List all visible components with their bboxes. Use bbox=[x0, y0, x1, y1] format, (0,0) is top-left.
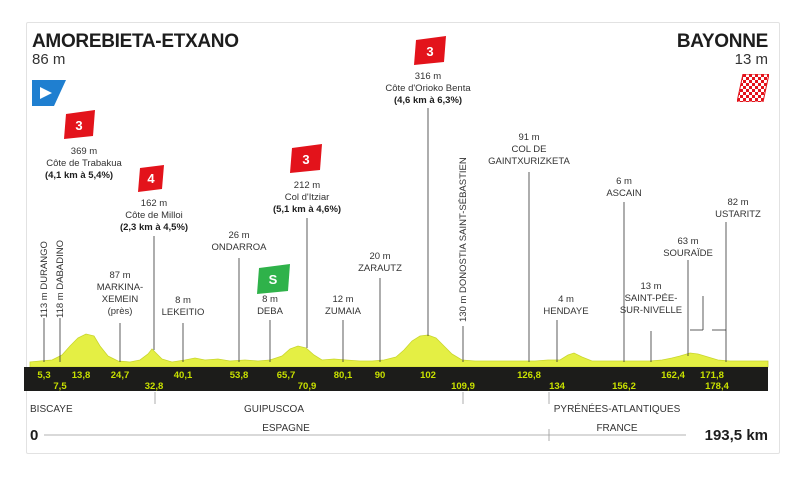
svg-text:3: 3 bbox=[426, 44, 433, 59]
km-marker: 65,7 bbox=[277, 370, 296, 381]
km-marker: 5,3 bbox=[37, 370, 50, 381]
place-souraide-name: SOURAÏDE bbox=[663, 248, 713, 259]
km-marker: 7,5 bbox=[53, 381, 67, 392]
sprint-badge: S bbox=[257, 264, 290, 294]
finish-town-name: BAYONNE bbox=[676, 31, 768, 52]
climb-trabakua-altitude: 369 m bbox=[71, 146, 97, 157]
place-lekeitio-name: LEKEITIO bbox=[162, 307, 205, 318]
distance-start: 0 bbox=[30, 427, 38, 444]
stage-profile-frame bbox=[26, 22, 780, 454]
start-town-name: AMOREBIETA-ETXANO bbox=[32, 31, 239, 52]
place-saint-pee-name-1: SAINT-PÉE- bbox=[625, 293, 678, 304]
climb-itziar-altitude: 212 m bbox=[294, 180, 320, 191]
place-saint-pee-name-2: SUR-NIVELLE bbox=[620, 305, 682, 316]
km-marker: 40,1 bbox=[174, 370, 193, 381]
place-hendaye-altitude: 4 m bbox=[558, 294, 574, 305]
country-espagne: ESPAGNE bbox=[262, 423, 310, 434]
climb-badge-milloi: 4 bbox=[138, 165, 164, 192]
km-marker: 171,8 bbox=[700, 370, 724, 381]
climb-orioko-altitude: 316 m bbox=[415, 71, 441, 82]
place-zarautz-altitude: 20 m bbox=[369, 251, 390, 262]
km-marker: 70,9 bbox=[298, 381, 317, 392]
place-ascain-altitude: 6 m bbox=[616, 176, 632, 187]
place-markina-altitude: 87 m bbox=[109, 270, 130, 281]
climb-milloi-name: Côte de Milloi bbox=[125, 210, 183, 221]
place-zumaia-name: ZUMAIA bbox=[325, 306, 362, 317]
km-marker: 90 bbox=[375, 370, 386, 381]
climb-trabakua-detail: (4,1 km à 5,4%) bbox=[45, 170, 113, 181]
km-marker: 102 bbox=[420, 370, 436, 381]
climb-orioko-name: Côte d'Orioko Benta bbox=[385, 83, 471, 94]
place-ustaritz-name: USTARITZ bbox=[715, 209, 761, 220]
place-markina-name-3: (près) bbox=[108, 306, 133, 317]
start-altitude: 86 m bbox=[32, 51, 66, 68]
climb-itziar-name: Col d'Itziar bbox=[285, 192, 330, 203]
distance-total: 193,5 km bbox=[705, 427, 768, 444]
climb-milloi-altitude: 162 m bbox=[141, 198, 167, 209]
place-durango-label: 113 m DURANGO bbox=[39, 241, 50, 318]
region-guipuscoa: GUIPUSCOA bbox=[244, 404, 304, 415]
km-marker: 109,9 bbox=[451, 381, 475, 392]
place-markina-name-1: MARKINA- bbox=[97, 282, 143, 293]
climb-itziar-detail: (5,1 km à 4,6%) bbox=[273, 204, 341, 215]
region-pyrenees-atlantiques: PYRÉNÉES-ATLANTIQUES bbox=[554, 402, 681, 415]
climb-milloi-detail: (2,3 km à 4,5%) bbox=[120, 222, 188, 233]
place-gaintxurizketa-altitude: 91 m bbox=[518, 132, 539, 143]
place-lekeitio-altitude: 8 m bbox=[175, 295, 191, 306]
km-band bbox=[24, 367, 768, 391]
place-deba-name: DEBA bbox=[257, 306, 284, 317]
km-marker: 13,8 bbox=[72, 370, 91, 381]
svg-text:4: 4 bbox=[147, 171, 155, 186]
climb-orioko-detail: (4,6 km à 6,3%) bbox=[394, 95, 462, 106]
place-ondarroa-altitude: 26 m bbox=[228, 230, 249, 241]
km-marker: 24,7 bbox=[111, 370, 130, 381]
place-ascain-name: ASCAIN bbox=[606, 188, 642, 199]
start-flag-icon bbox=[32, 80, 66, 106]
place-gaintxurizketa-name-2: GAINTXURIZKETA bbox=[488, 156, 570, 167]
km-marker: 126,8 bbox=[517, 370, 541, 381]
climb-badge-orioko: 3 bbox=[414, 36, 446, 65]
finish-flag-icon bbox=[737, 74, 769, 102]
place-saint-pee-altitude: 13 m bbox=[640, 281, 661, 292]
region-biscaye: BISCAYE bbox=[30, 404, 73, 415]
elevation-profile-area bbox=[29, 333, 769, 368]
place-gaintxurizketa-name-1: COL DE bbox=[511, 144, 546, 155]
place-hendaye-name: HENDAYE bbox=[543, 306, 588, 317]
place-ustaritz-altitude: 82 m bbox=[727, 197, 748, 208]
place-markina-name-2: XEMEIN bbox=[102, 294, 139, 305]
km-marker: 162,4 bbox=[661, 370, 685, 381]
place-souraide-altitude: 63 m bbox=[677, 236, 698, 247]
place-dabadino-label: 118 m DABADINO bbox=[55, 240, 66, 318]
svg-text:S: S bbox=[269, 272, 278, 287]
place-deba-altitude: 8 m bbox=[262, 294, 278, 305]
finish-altitude: 13 m bbox=[734, 51, 768, 68]
leader-lines bbox=[43, 108, 727, 362]
climb-badge-itziar: 3 bbox=[290, 144, 322, 173]
km-marker: 32,8 bbox=[145, 381, 164, 392]
country-france: FRANCE bbox=[596, 423, 637, 434]
km-marker: 178,4 bbox=[705, 381, 729, 392]
climb-trabakua-name: Côte de Trabakua bbox=[46, 158, 122, 169]
region-dividers bbox=[154, 392, 550, 404]
km-marker: 134 bbox=[549, 381, 566, 392]
km-marker: 80,1 bbox=[334, 370, 353, 381]
km-marker: 53,8 bbox=[230, 370, 249, 381]
place-zarautz-name: ZARAUTZ bbox=[358, 263, 402, 274]
svg-text:3: 3 bbox=[75, 118, 82, 133]
place-ondarroa-name: ONDARROA bbox=[212, 242, 268, 253]
svg-text:3: 3 bbox=[302, 152, 309, 167]
km-marker: 156,2 bbox=[612, 381, 636, 392]
climb-badge-trabakua: 3 bbox=[64, 110, 95, 139]
place-donostia-label: 130 m DONOSTIA SAINT-SÉBASTIEN bbox=[458, 157, 469, 322]
place-zumaia-altitude: 12 m bbox=[332, 294, 353, 305]
